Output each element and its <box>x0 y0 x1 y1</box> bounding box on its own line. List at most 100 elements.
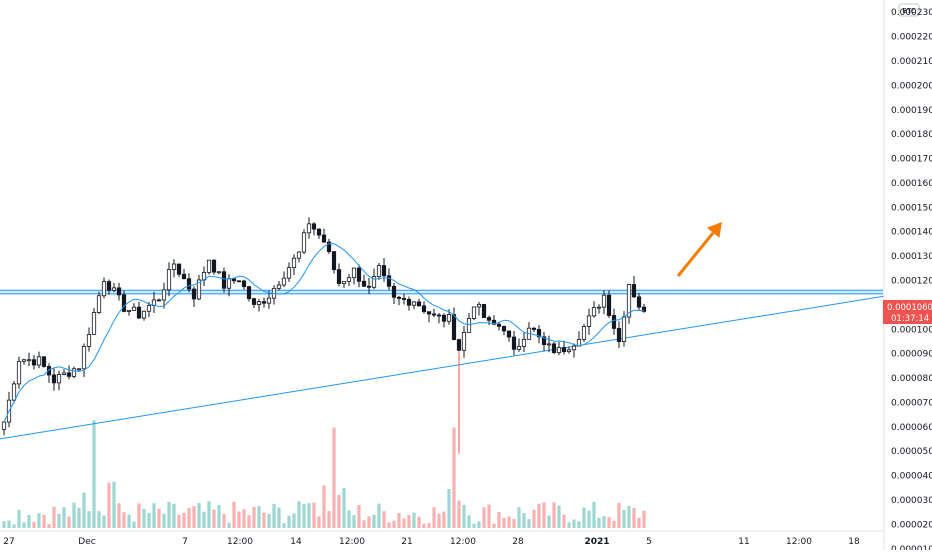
volume-bar <box>347 510 351 528</box>
candle-up <box>166 269 172 291</box>
price-candles <box>1 217 647 454</box>
volume-bar <box>72 502 76 528</box>
candle-down <box>561 347 567 353</box>
volume-bars <box>2 420 646 528</box>
candle-down <box>66 372 72 377</box>
candle-up <box>591 307 597 317</box>
volume-bar <box>642 510 646 528</box>
volume-bar <box>82 492 86 528</box>
candle-up <box>276 284 282 289</box>
volume-bar <box>207 501 211 528</box>
candle-up <box>521 338 527 347</box>
volume-bar <box>527 519 531 528</box>
candle-down <box>506 330 512 338</box>
volume-bar <box>392 520 396 528</box>
resistance-zone[interactable] <box>0 290 883 294</box>
candle-down <box>431 313 437 316</box>
time-tick-label: 21 <box>401 537 412 547</box>
candle-down <box>381 265 387 277</box>
volume-bar <box>572 519 576 528</box>
candle-down <box>221 271 227 289</box>
volume-bar <box>42 514 46 528</box>
candle-down <box>136 306 142 319</box>
candle-down <box>336 269 342 284</box>
volume-bar <box>47 524 51 528</box>
candle-up <box>111 287 117 291</box>
candle-up <box>26 359 32 362</box>
volume-bar <box>342 487 346 528</box>
candle-up <box>596 306 602 309</box>
candle-up <box>11 383 17 401</box>
candle-down <box>41 356 47 367</box>
candle-up <box>226 278 232 289</box>
candle-down <box>211 259 217 273</box>
candle-up <box>81 346 87 370</box>
volume-bar <box>192 506 196 528</box>
candle-down <box>251 298 257 305</box>
volume-bar <box>312 502 316 528</box>
currency-label[interactable]: BTC <box>902 7 916 15</box>
volume-bar <box>582 507 586 528</box>
candle-down <box>181 273 187 280</box>
volume-bar <box>587 510 591 528</box>
candle-down <box>316 228 322 236</box>
candle-up <box>56 374 62 384</box>
volume-bar <box>197 503 201 528</box>
candle-up <box>601 294 607 308</box>
candle-up <box>86 334 92 347</box>
candle-down <box>261 301 267 304</box>
candle-up <box>466 318 472 333</box>
candle-up <box>1 421 7 430</box>
candle-up <box>131 306 137 311</box>
volume-bar <box>627 505 631 528</box>
candle-up <box>371 276 377 288</box>
volume-bar <box>77 507 81 528</box>
candle-down <box>436 314 442 317</box>
candle-down <box>311 223 317 230</box>
volume-bar <box>52 506 56 528</box>
candle-up <box>471 306 477 319</box>
volume-bar <box>62 507 66 528</box>
candle-up <box>146 305 152 312</box>
volume-bar <box>617 502 621 528</box>
volume-bar <box>427 522 431 528</box>
volume-bar <box>492 523 496 528</box>
volume-bar <box>552 502 556 528</box>
time-tick-label: 11 <box>738 537 749 547</box>
time-tick-label: 12:00 <box>786 537 812 547</box>
volume-bar <box>162 513 166 528</box>
volume-bar <box>422 523 426 528</box>
volume-bar <box>22 522 26 528</box>
candle-down <box>246 286 252 300</box>
volume-bar <box>602 516 606 528</box>
volume-bar <box>257 506 261 528</box>
price-axis-background[interactable] <box>884 0 932 550</box>
candle-down <box>481 303 487 318</box>
volume-bar <box>382 511 386 528</box>
volume-bar <box>497 511 501 528</box>
candle-up <box>281 277 287 286</box>
volume-bar <box>247 515 251 528</box>
volume-bar <box>537 503 541 528</box>
volume-bar <box>287 515 291 528</box>
volume-bar <box>592 501 596 528</box>
current-price-badge <box>883 300 932 324</box>
currency-box[interactable] <box>898 3 920 17</box>
time-tick-label: 12:00 <box>227 537 253 547</box>
candle-down <box>391 285 397 298</box>
trendline[interactable] <box>0 287 932 440</box>
arrow-head[interactable] <box>706 222 722 238</box>
arrow-shaft[interactable] <box>676 231 715 277</box>
volume-bar <box>452 427 456 528</box>
candle-up <box>306 223 312 234</box>
volume-bar <box>407 515 411 528</box>
volume-bar <box>237 511 241 528</box>
